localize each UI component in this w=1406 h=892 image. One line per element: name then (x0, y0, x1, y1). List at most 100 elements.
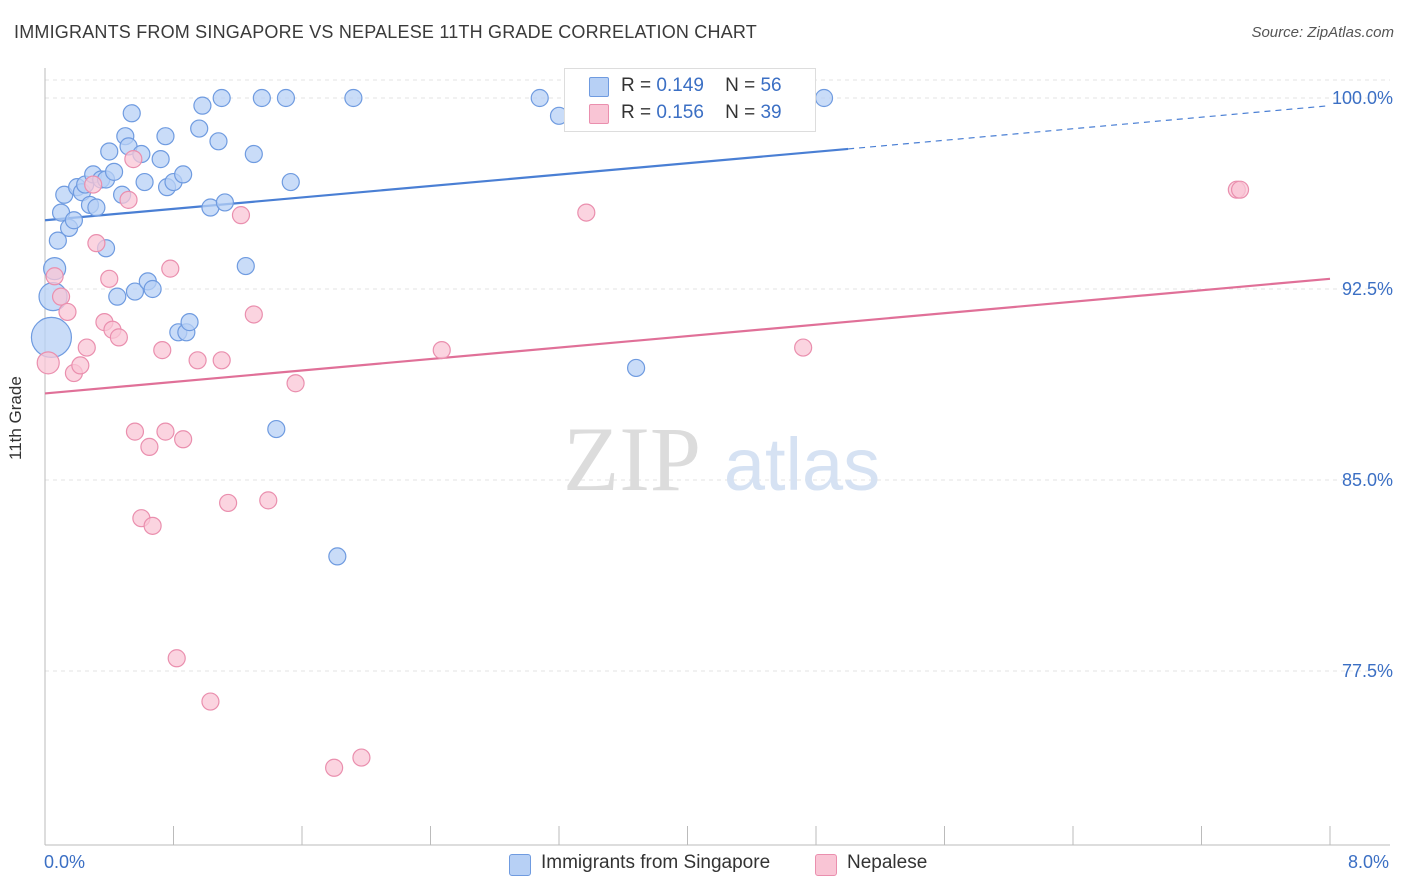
singapore-point (626, 358, 646, 378)
nepalese-point (259, 491, 278, 510)
singapore-point (108, 287, 127, 306)
singapore-point (122, 104, 141, 123)
legend-n-nepalese: 39 (760, 102, 782, 123)
legend-r-label: R = (621, 102, 652, 123)
nepalese-point (167, 649, 186, 668)
nepalese-point (140, 437, 159, 456)
nepalese-point (794, 338, 813, 357)
nepalese-point (153, 341, 172, 360)
singapore-point (252, 88, 271, 108)
singapore-point (215, 193, 234, 212)
legend-swatch-nepalese (589, 104, 609, 124)
nepalese-point (143, 516, 162, 535)
x-tick-min: 0.0% (44, 852, 86, 872)
singapore-point (143, 279, 162, 299)
nepalese-point (325, 758, 344, 777)
nepalese-point (156, 422, 175, 441)
y-axis-label: 11th Grade (6, 376, 25, 460)
singapore-point (64, 211, 84, 230)
singapore-point (276, 88, 296, 108)
nepalese-point (174, 430, 193, 449)
singapore-point (344, 88, 363, 108)
tick-labels: 100.0% 92.5% 85.0% 77.5% (1332, 88, 1393, 681)
nepalese-point (124, 150, 143, 169)
nepalese-point (119, 190, 138, 209)
data-points (30, 88, 1250, 777)
singapore-point (180, 313, 199, 332)
nepalese-point (71, 356, 90, 375)
singapore-point (30, 316, 73, 358)
singapore-point (530, 88, 549, 108)
trend-line-extension (848, 105, 1331, 150)
nepalese-point (432, 341, 451, 360)
singapore-point (244, 144, 263, 164)
y-tick-label: 92.5% (1342, 279, 1393, 299)
nepalese-point (219, 493, 238, 513)
singapore-point (328, 547, 347, 566)
singapore-point (100, 142, 119, 161)
y-tick-label: 100.0% (1332, 88, 1393, 108)
nepalese-point (45, 267, 64, 286)
legend-r-nepalese: 0.156 (656, 102, 704, 123)
trend-line-nepalese (44, 277, 1331, 395)
nepalese-point (286, 374, 305, 393)
singapore-point (190, 119, 209, 138)
nepalese-point (1230, 180, 1250, 199)
trend-line-singapore (44, 147, 849, 222)
nepalese-point (577, 203, 596, 222)
singapore-point (212, 88, 231, 108)
source-label: Source: ZipAtlas.com (1251, 24, 1394, 41)
singapore-point (281, 172, 300, 192)
y-tick-label: 77.5% (1342, 661, 1393, 681)
singapore-point (156, 127, 175, 146)
nepalese-point (125, 422, 145, 441)
singapore-point (209, 132, 228, 151)
singapore-point (104, 162, 124, 181)
nepalese-point (77, 338, 96, 357)
nepalese-point (231, 206, 251, 225)
nepalese-point (188, 351, 207, 370)
axes (44, 68, 1390, 846)
singapore-point (87, 198, 106, 217)
singapore-point (174, 165, 193, 184)
singapore-point (135, 172, 154, 192)
nepalese-point (36, 351, 60, 375)
bottom-legend-label-singapore: Immigrants from Singapore (541, 852, 771, 873)
bottom-legend-swatch-nepalese (815, 854, 837, 876)
nepalese-point (161, 259, 180, 278)
legend-n-singapore: 56 (760, 75, 782, 96)
trend-lines (44, 105, 1331, 395)
watermark-zip: ZIP (563, 408, 701, 510)
nepalese-point (100, 269, 119, 288)
bottom-legend-label-nepalese: Nepalese (847, 852, 928, 873)
nepalese-point (84, 175, 103, 194)
nepalese-point (87, 234, 106, 253)
bottom-legend-swatch-singapore (509, 854, 531, 876)
watermark-atlas: atlas (724, 423, 880, 506)
nepalese-point (201, 692, 220, 711)
singapore-point (267, 419, 286, 439)
legend-n-label: N = (725, 75, 756, 96)
nepalese-point (58, 302, 77, 322)
nepalese-point (212, 351, 231, 370)
legend-swatch-singapore (589, 77, 609, 97)
nepalese-point (51, 287, 71, 306)
singapore-point (48, 231, 67, 250)
x-tick-max: 8.0% (1348, 852, 1390, 872)
singapore-point (193, 96, 212, 115)
nepalese-point (244, 305, 263, 324)
y-tick-label: 85.0% (1342, 470, 1393, 490)
legend-r-singapore: 0.149 (656, 75, 704, 96)
watermark: ZIP atlas (563, 408, 880, 510)
singapore-point (236, 256, 255, 276)
stats-legend: R = 0.149 N = 56 R = 0.156 N = 39 (564, 68, 816, 132)
singapore-point (151, 150, 170, 169)
singapore-point (125, 282, 145, 301)
singapore-point (814, 88, 834, 108)
chart-title: IMMIGRANTS FROM SINGAPORE VS NEPALESE 11… (14, 22, 757, 42)
nepalese-point (109, 328, 128, 347)
legend-r-label: R = (621, 75, 652, 96)
legend-n-label: N = (725, 102, 756, 123)
nepalese-point (352, 748, 371, 767)
